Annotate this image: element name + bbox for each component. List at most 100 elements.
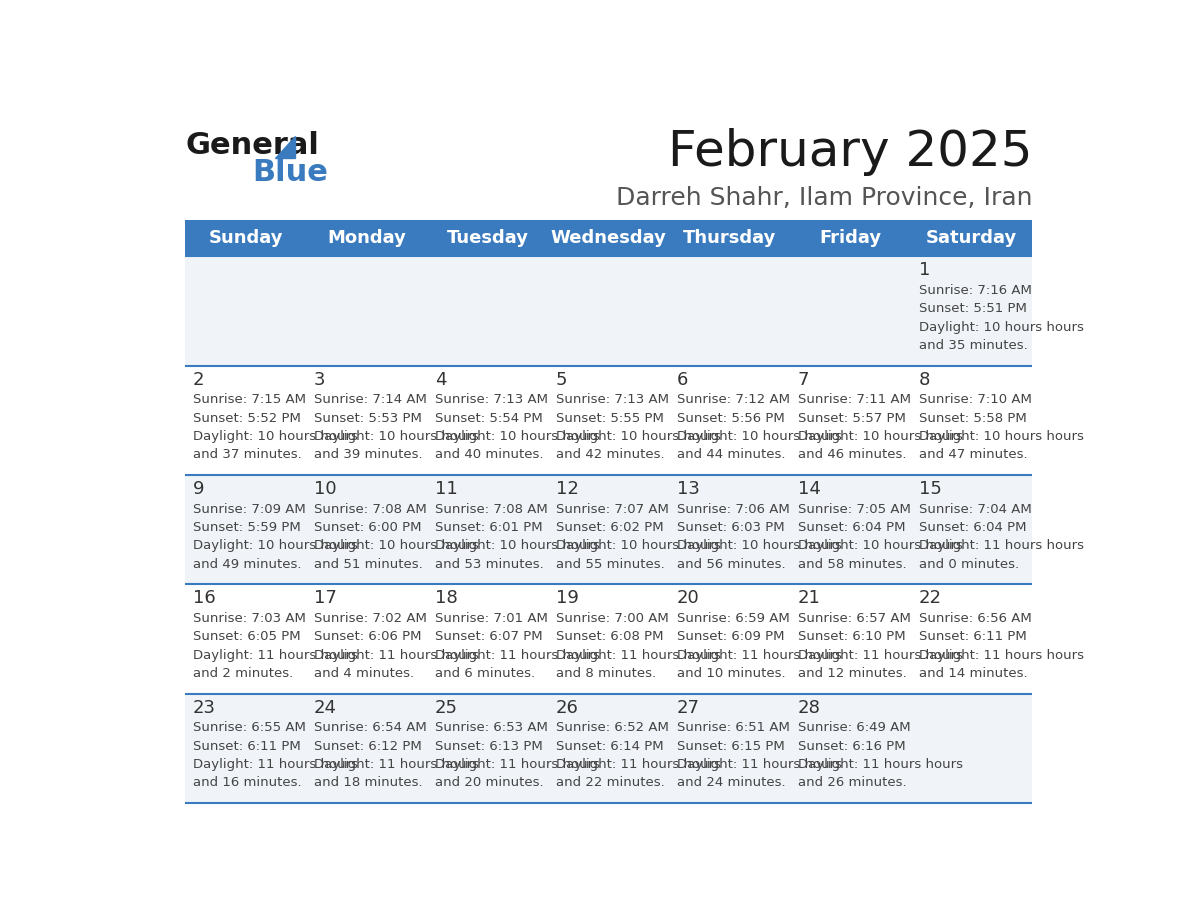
Text: 28: 28: [797, 699, 821, 717]
Text: Daylight: 11 hours hours: Daylight: 11 hours hours: [435, 758, 600, 771]
Text: Daylight: 10 hours hours: Daylight: 10 hours hours: [677, 431, 841, 443]
Text: Daylight: 10 hours hours: Daylight: 10 hours hours: [435, 431, 600, 443]
Text: 23: 23: [192, 699, 216, 717]
Text: Sunset: 6:06 PM: Sunset: 6:06 PM: [314, 631, 422, 644]
Text: Daylight: 11 hours hours: Daylight: 11 hours hours: [556, 649, 721, 662]
Text: Daylight: 10 hours hours: Daylight: 10 hours hours: [314, 540, 479, 553]
Text: Daylight: 11 hours hours: Daylight: 11 hours hours: [314, 649, 479, 662]
Text: Daylight: 11 hours hours: Daylight: 11 hours hours: [556, 758, 721, 771]
Text: Sunset: 6:12 PM: Sunset: 6:12 PM: [314, 740, 422, 753]
Text: 24: 24: [314, 699, 336, 717]
Text: Sunset: 6:04 PM: Sunset: 6:04 PM: [797, 521, 905, 534]
Bar: [185, 219, 1032, 256]
Text: 5: 5: [556, 371, 567, 388]
Text: Sunrise: 6:56 AM: Sunrise: 6:56 AM: [918, 612, 1031, 625]
Text: and 55 minutes.: and 55 minutes.: [556, 558, 664, 571]
Text: and 40 minutes.: and 40 minutes.: [435, 449, 543, 462]
Text: Sunset: 5:57 PM: Sunset: 5:57 PM: [797, 411, 905, 425]
Text: Daylight: 10 hours hours: Daylight: 10 hours hours: [918, 320, 1083, 334]
Text: Daylight: 10 hours hours: Daylight: 10 hours hours: [918, 431, 1083, 443]
Text: 12: 12: [556, 480, 579, 498]
Text: and 6 minutes.: and 6 minutes.: [435, 667, 535, 680]
Text: Daylight: 10 hours hours: Daylight: 10 hours hours: [797, 431, 962, 443]
Text: Sunrise: 7:08 AM: Sunrise: 7:08 AM: [435, 503, 548, 516]
Bar: [185, 365, 1032, 475]
Text: Sunset: 5:51 PM: Sunset: 5:51 PM: [918, 302, 1026, 316]
Text: Daylight: 11 hours hours: Daylight: 11 hours hours: [314, 758, 479, 771]
Text: and 2 minutes.: and 2 minutes.: [192, 667, 293, 680]
Text: Wednesday: Wednesday: [551, 230, 666, 247]
Text: 16: 16: [192, 589, 215, 608]
Text: and 0 minutes.: and 0 minutes.: [918, 558, 1019, 571]
Text: Sunset: 6:01 PM: Sunset: 6:01 PM: [435, 521, 543, 534]
Text: and 12 minutes.: and 12 minutes.: [797, 667, 906, 680]
Text: 21: 21: [797, 589, 821, 608]
Text: Daylight: 10 hours hours: Daylight: 10 hours hours: [797, 540, 962, 553]
Text: Daylight: 11 hours hours: Daylight: 11 hours hours: [192, 649, 358, 662]
Text: Sunset: 6:08 PM: Sunset: 6:08 PM: [556, 631, 663, 644]
Text: Sunrise: 7:16 AM: Sunrise: 7:16 AM: [918, 284, 1031, 297]
Text: and 8 minutes.: and 8 minutes.: [556, 667, 656, 680]
Text: and 56 minutes.: and 56 minutes.: [677, 558, 785, 571]
Text: Sunrise: 7:11 AM: Sunrise: 7:11 AM: [797, 393, 911, 407]
Text: and 24 minutes.: and 24 minutes.: [677, 777, 785, 789]
Text: Daylight: 11 hours hours: Daylight: 11 hours hours: [918, 649, 1083, 662]
Text: Sunrise: 7:07 AM: Sunrise: 7:07 AM: [556, 503, 669, 516]
Text: and 18 minutes.: and 18 minutes.: [314, 777, 422, 789]
Text: Monday: Monday: [328, 230, 406, 247]
Text: Sunrise: 7:06 AM: Sunrise: 7:06 AM: [677, 503, 790, 516]
Text: and 51 minutes.: and 51 minutes.: [314, 558, 423, 571]
Text: Sunrise: 7:01 AM: Sunrise: 7:01 AM: [435, 612, 548, 625]
Bar: [185, 585, 1032, 694]
Text: Sunset: 6:09 PM: Sunset: 6:09 PM: [677, 631, 784, 644]
Text: Sunrise: 7:10 AM: Sunrise: 7:10 AM: [918, 393, 1031, 407]
Text: Sunset: 6:05 PM: Sunset: 6:05 PM: [192, 631, 301, 644]
Text: 8: 8: [918, 371, 930, 388]
Text: and 58 minutes.: and 58 minutes.: [797, 558, 906, 571]
Text: and 47 minutes.: and 47 minutes.: [918, 449, 1028, 462]
Text: 14: 14: [797, 480, 821, 498]
Text: and 44 minutes.: and 44 minutes.: [677, 449, 785, 462]
Text: and 37 minutes.: and 37 minutes.: [192, 449, 302, 462]
Text: Sunrise: 6:55 AM: Sunrise: 6:55 AM: [192, 722, 305, 734]
Text: Sunset: 6:14 PM: Sunset: 6:14 PM: [556, 740, 663, 753]
Text: Sunset: 5:56 PM: Sunset: 5:56 PM: [677, 411, 784, 425]
Text: Daylight: 10 hours hours: Daylight: 10 hours hours: [314, 431, 479, 443]
Text: Sunrise: 7:15 AM: Sunrise: 7:15 AM: [192, 393, 305, 407]
Text: and 42 minutes.: and 42 minutes.: [556, 449, 664, 462]
Text: Sunrise: 6:52 AM: Sunrise: 6:52 AM: [556, 722, 669, 734]
Text: Sunrise: 7:09 AM: Sunrise: 7:09 AM: [192, 503, 305, 516]
Text: and 26 minutes.: and 26 minutes.: [797, 777, 906, 789]
Text: Darreh Shahr, Ilam Province, Iran: Darreh Shahr, Ilam Province, Iran: [615, 185, 1032, 210]
Text: 3: 3: [314, 371, 326, 388]
Text: Daylight: 11 hours hours: Daylight: 11 hours hours: [918, 540, 1083, 553]
Text: Sunset: 6:07 PM: Sunset: 6:07 PM: [435, 631, 543, 644]
Text: Sunset: 6:16 PM: Sunset: 6:16 PM: [797, 740, 905, 753]
Text: Sunset: 5:55 PM: Sunset: 5:55 PM: [556, 411, 664, 425]
Text: Daylight: 11 hours hours: Daylight: 11 hours hours: [677, 649, 842, 662]
Text: Sunset: 5:59 PM: Sunset: 5:59 PM: [192, 521, 301, 534]
Text: Sunset: 6:10 PM: Sunset: 6:10 PM: [797, 631, 905, 644]
Text: and 22 minutes.: and 22 minutes.: [556, 777, 664, 789]
Text: Thursday: Thursday: [683, 230, 777, 247]
Text: Sunrise: 6:51 AM: Sunrise: 6:51 AM: [677, 722, 790, 734]
Text: Sunrise: 7:02 AM: Sunrise: 7:02 AM: [314, 612, 426, 625]
Text: 18: 18: [435, 589, 457, 608]
Text: Sunset: 5:52 PM: Sunset: 5:52 PM: [192, 411, 301, 425]
Text: Sunrise: 7:00 AM: Sunrise: 7:00 AM: [556, 612, 669, 625]
Text: Sunrise: 7:12 AM: Sunrise: 7:12 AM: [677, 393, 790, 407]
Text: and 10 minutes.: and 10 minutes.: [677, 667, 785, 680]
Text: 9: 9: [192, 480, 204, 498]
Text: Sunset: 5:53 PM: Sunset: 5:53 PM: [314, 411, 422, 425]
Text: Sunset: 6:02 PM: Sunset: 6:02 PM: [556, 521, 663, 534]
Text: Sunset: 6:04 PM: Sunset: 6:04 PM: [918, 521, 1026, 534]
Text: Daylight: 11 hours hours: Daylight: 11 hours hours: [797, 758, 962, 771]
Text: Sunset: 6:13 PM: Sunset: 6:13 PM: [435, 740, 543, 753]
Text: Sunset: 6:00 PM: Sunset: 6:00 PM: [314, 521, 422, 534]
Text: Sunrise: 7:03 AM: Sunrise: 7:03 AM: [192, 612, 305, 625]
Text: Sunrise: 7:13 AM: Sunrise: 7:13 AM: [556, 393, 669, 407]
Text: Sunrise: 7:04 AM: Sunrise: 7:04 AM: [918, 503, 1031, 516]
Text: Sunrise: 7:05 AM: Sunrise: 7:05 AM: [797, 503, 910, 516]
Text: Sunset: 6:15 PM: Sunset: 6:15 PM: [677, 740, 784, 753]
Text: 19: 19: [556, 589, 579, 608]
